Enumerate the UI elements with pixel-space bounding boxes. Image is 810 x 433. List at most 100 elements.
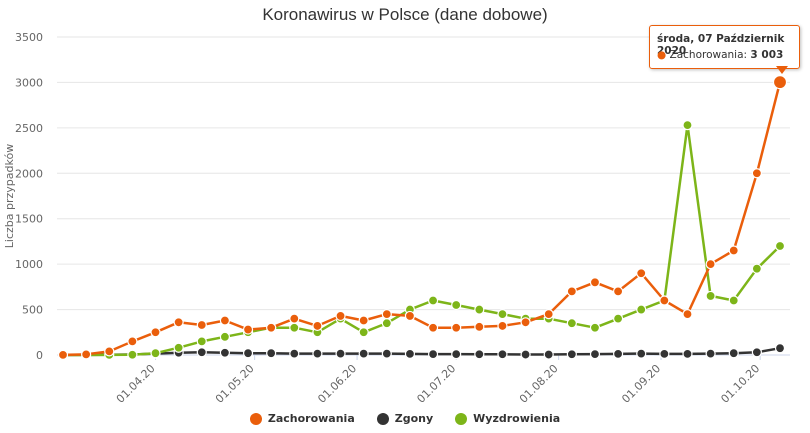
data-point[interactable]	[173, 317, 184, 328]
data-point[interactable]	[219, 331, 231, 342]
data-point[interactable]	[150, 348, 161, 359]
data-point[interactable]	[289, 313, 300, 324]
data-point[interactable]	[566, 318, 577, 329]
data-point[interactable]	[497, 309, 508, 320]
y-tick-label: 500	[22, 304, 43, 317]
data-point[interactable]	[474, 304, 485, 315]
data-point[interactable]	[81, 349, 92, 360]
data-point[interactable]	[612, 286, 624, 297]
data-point[interactable]	[150, 327, 161, 338]
data-point[interactable]	[104, 346, 115, 357]
grid-lines	[57, 36, 790, 356]
data-point[interactable]	[335, 348, 346, 359]
data-point[interactable]	[127, 349, 138, 360]
data-point[interactable]	[774, 240, 786, 252]
legend: Zachorowania Zgony Wyzdrowienia	[0, 412, 810, 425]
data-point[interactable]	[219, 315, 231, 326]
data-point[interactable]	[636, 304, 647, 315]
data-point[interactable]	[266, 322, 277, 333]
legend-label-zgony: Zgony	[394, 412, 434, 425]
data-point[interactable]	[427, 322, 439, 333]
y-tick-label: 1000	[15, 258, 43, 271]
data-point[interactable]	[404, 310, 416, 322]
x-tick-label: 01.07.20	[414, 362, 458, 406]
data-point[interactable]	[474, 321, 485, 332]
series-zgony	[57, 343, 786, 361]
legend-label-zachorowania: Zachorowania	[267, 412, 355, 425]
data-point[interactable]	[289, 322, 300, 333]
data-point[interactable]	[196, 319, 207, 331]
data-point[interactable]	[358, 348, 369, 359]
data-point[interactable]	[196, 336, 207, 347]
y-tick-label: 2500	[15, 122, 43, 135]
data-point[interactable]	[427, 295, 439, 306]
data-point[interactable]	[751, 168, 762, 179]
legend-item-zgony[interactable]: Zgony	[376, 412, 434, 425]
data-point[interactable]	[682, 120, 693, 131]
tooltip-title: środa, 07 Październik 2020	[657, 33, 785, 57]
series-wyzdrowienia	[57, 120, 786, 361]
data-point[interactable]	[289, 348, 300, 359]
data-point[interactable]	[659, 348, 670, 360]
data-point[interactable]	[242, 324, 254, 335]
data-point[interactable]	[589, 348, 601, 360]
legend-item-zachorowania[interactable]: Zachorowania	[249, 412, 355, 425]
data-point[interactable]	[728, 348, 739, 359]
data-point[interactable]	[219, 347, 231, 358]
data-point[interactable]	[566, 349, 577, 360]
data-point[interactable]	[474, 349, 485, 360]
data-point[interactable]	[612, 313, 624, 324]
data-point[interactable]	[705, 259, 716, 270]
data-point[interactable]	[57, 349, 69, 361]
data-point[interactable]	[589, 322, 601, 333]
data-point[interactable]	[682, 348, 693, 360]
data-point[interactable]	[173, 342, 184, 353]
data-point[interactable]	[520, 349, 531, 360]
data-point[interactable]	[451, 299, 462, 311]
x-tick-label: 01.10.20	[718, 362, 762, 406]
data-point[interactable]	[705, 348, 716, 359]
data-point[interactable]	[497, 349, 508, 360]
data-point[interactable]	[751, 347, 762, 358]
data-point[interactable]	[196, 347, 207, 358]
data-point[interactable]	[451, 348, 462, 360]
x-axis: 01.04.20 01.05.20 01.06.20 01.07.20 01.08.20…	[57, 354, 790, 406]
data-point[interactable]	[497, 320, 508, 332]
data-point[interactable]	[636, 348, 647, 359]
data-point[interactable]	[566, 286, 577, 297]
data-point[interactable]	[705, 290, 716, 302]
y-tick-label: 3000	[15, 76, 43, 89]
data-point[interactable]	[358, 327, 369, 338]
data-point[interactable]	[451, 322, 462, 333]
data-point[interactable]	[543, 309, 554, 320]
data-point[interactable]	[381, 309, 392, 320]
y-axis: 0 500 1000 1500 2000 2500 3000 3500	[15, 31, 43, 362]
data-point[interactable]	[381, 318, 392, 329]
data-point[interactable]	[127, 336, 138, 347]
data-point[interactable]	[404, 348, 416, 360]
data-point[interactable]	[520, 317, 531, 328]
data-point[interactable]	[335, 310, 346, 322]
data-point[interactable]	[427, 348, 439, 360]
data-point[interactable]	[381, 348, 392, 359]
data-point[interactable]	[728, 295, 739, 306]
y-tick-label: 0	[36, 349, 43, 362]
data-point[interactable]	[312, 320, 323, 332]
data-point[interactable]	[682, 309, 693, 320]
data-point[interactable]	[589, 277, 601, 288]
data-point[interactable]	[774, 343, 786, 354]
x-tick-label: 01.05.20	[213, 362, 257, 406]
data-point[interactable]	[751, 263, 762, 274]
data-point[interactable]	[242, 348, 254, 359]
data-point[interactable]	[659, 295, 670, 306]
legend-item-wyzdrowienia[interactable]: Wyzdrowienia	[455, 412, 560, 425]
data-point[interactable]	[636, 268, 647, 279]
data-point[interactable]	[266, 348, 277, 359]
data-point[interactable]	[772, 75, 788, 90]
data-point[interactable]	[728, 245, 739, 256]
data-point[interactable]	[612, 348, 624, 360]
data-point[interactable]	[543, 349, 554, 360]
data-point[interactable]	[312, 348, 323, 359]
data-point[interactable]	[358, 315, 369, 326]
series-zachorowania	[57, 75, 788, 361]
